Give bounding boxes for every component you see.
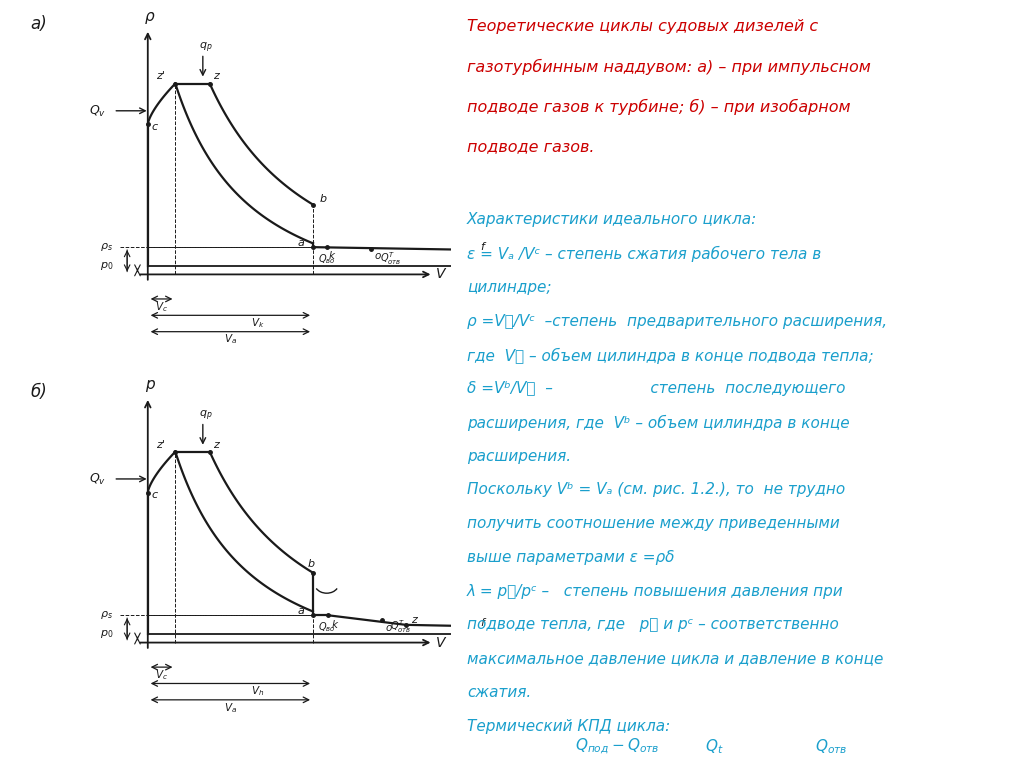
Text: подводе газов.: подводе газов. — [467, 139, 595, 154]
Text: подводе тепла, где   pᵯ и pᶜ – соответственно: подводе тепла, где pᵯ и pᶜ – соответстве… — [467, 617, 839, 633]
Text: z': z' — [157, 439, 165, 449]
Text: $q_p$: $q_p$ — [200, 41, 213, 55]
Text: $V_c$: $V_c$ — [155, 300, 168, 314]
Text: Теоретические циклы судовых дизелей с: Теоретические циклы судовых дизелей с — [467, 19, 818, 35]
Text: f: f — [480, 242, 483, 252]
Text: $Q_{под}-Q_{отв}$: $Q_{под}-Q_{отв}$ — [575, 736, 659, 756]
Text: a: a — [297, 238, 304, 248]
Text: $Q^T_{отв}$: $Q^T_{отв}$ — [390, 618, 412, 635]
Text: λ = pᵯ/pᶜ –   степень повышения давления при: λ = pᵯ/pᶜ – степень повышения давления п… — [467, 584, 844, 599]
Text: Характеристики идеального цикла:: Характеристики идеального цикла: — [467, 212, 758, 228]
Text: a: a — [297, 606, 304, 616]
Text: выше параметрами ε =ρδ: выше параметрами ε =ρδ — [467, 550, 675, 565]
Text: $\rho$: $\rho$ — [143, 10, 156, 26]
Text: b: b — [319, 194, 327, 204]
Text: цилиндре;: цилиндре; — [467, 280, 552, 295]
Text: c: c — [152, 122, 158, 132]
Text: газотурбинным наддувом: а) – при импульсном: газотурбинным наддувом: а) – при импульс… — [467, 59, 871, 75]
Text: f: f — [480, 618, 483, 628]
Text: $p_0$: $p_0$ — [99, 628, 114, 640]
Text: $Q_{отв}$: $Q_{отв}$ — [814, 738, 847, 756]
Text: расширения.: расширения. — [467, 449, 571, 464]
Text: где  Vᵯ – объем цилиндра в конце подвода тепла;: где Vᵯ – объем цилиндра в конце подвода … — [467, 347, 873, 364]
Text: б): б) — [31, 384, 47, 401]
Text: z': z' — [157, 71, 165, 81]
Text: $\rho_s$: $\rho_s$ — [100, 609, 113, 621]
Text: $Q_{во}$: $Q_{во}$ — [318, 252, 336, 266]
Text: V: V — [435, 636, 445, 650]
Text: o: o — [385, 623, 391, 633]
Text: $q_p$: $q_p$ — [200, 409, 213, 423]
Text: ρ =Vᵯ/Vᶜ  –степень  предварительного расширения,: ρ =Vᵯ/Vᶜ –степень предварительного расши… — [467, 314, 887, 329]
Text: подводе газов к турбине; б) – при изобарном: подводе газов к турбине; б) – при изобар… — [467, 99, 851, 115]
Text: $V_k$: $V_k$ — [251, 316, 264, 330]
Text: получить соотношение между приведенными: получить соотношение между приведенными — [467, 516, 840, 532]
Text: z: z — [213, 71, 219, 81]
Text: p: p — [144, 377, 155, 392]
Text: $V_h$: $V_h$ — [251, 684, 264, 698]
Text: а): а) — [31, 15, 47, 33]
Text: δ =Vᵇ/Vᵯ  –                    степень  последующего: δ =Vᵇ/Vᵯ – степень последующего — [467, 381, 846, 397]
Text: $V_a$: $V_a$ — [224, 701, 237, 715]
Text: c: c — [152, 490, 158, 500]
Text: $V_c$: $V_c$ — [155, 668, 168, 682]
Text: $Q_{во}$: $Q_{во}$ — [318, 621, 336, 634]
Text: k: k — [331, 620, 337, 630]
Text: $Q^T_{отв}$: $Q^T_{отв}$ — [380, 250, 401, 267]
Text: z: z — [213, 439, 219, 449]
Text: расширения, где  Vᵇ – объем цилиндра в конце: расширения, где Vᵇ – объем цилиндра в ко… — [467, 415, 850, 431]
Text: $\rho_s$: $\rho_s$ — [100, 241, 113, 253]
Text: ε = Vₐ /Vᶜ – степень сжатия рабочего тела в: ε = Vₐ /Vᶜ – степень сжатия рабочего тел… — [467, 246, 821, 262]
Text: максимальное давление цикла и давление в конце: максимальное давление цикла и давление в… — [467, 651, 884, 667]
Text: V: V — [435, 268, 445, 281]
Text: Термический КПД цикла:: Термический КПД цикла: — [467, 719, 671, 734]
Text: k: k — [329, 252, 335, 262]
Text: $Q_t$: $Q_t$ — [705, 738, 724, 756]
Text: z: z — [411, 615, 417, 625]
Text: $Q_v$: $Q_v$ — [89, 104, 106, 119]
Text: b: b — [308, 559, 315, 569]
Text: $Q_v$: $Q_v$ — [89, 472, 106, 487]
Text: $V_a$: $V_a$ — [224, 333, 237, 347]
Text: $p_0$: $p_0$ — [99, 260, 114, 272]
Text: сжатия.: сжатия. — [467, 685, 531, 700]
Text: Поскольку Vᵇ = Vₐ (см. рис. 1.2.), то  не трудно: Поскольку Vᵇ = Vₐ (см. рис. 1.2.), то не… — [467, 482, 845, 498]
Text: o: o — [375, 252, 381, 262]
